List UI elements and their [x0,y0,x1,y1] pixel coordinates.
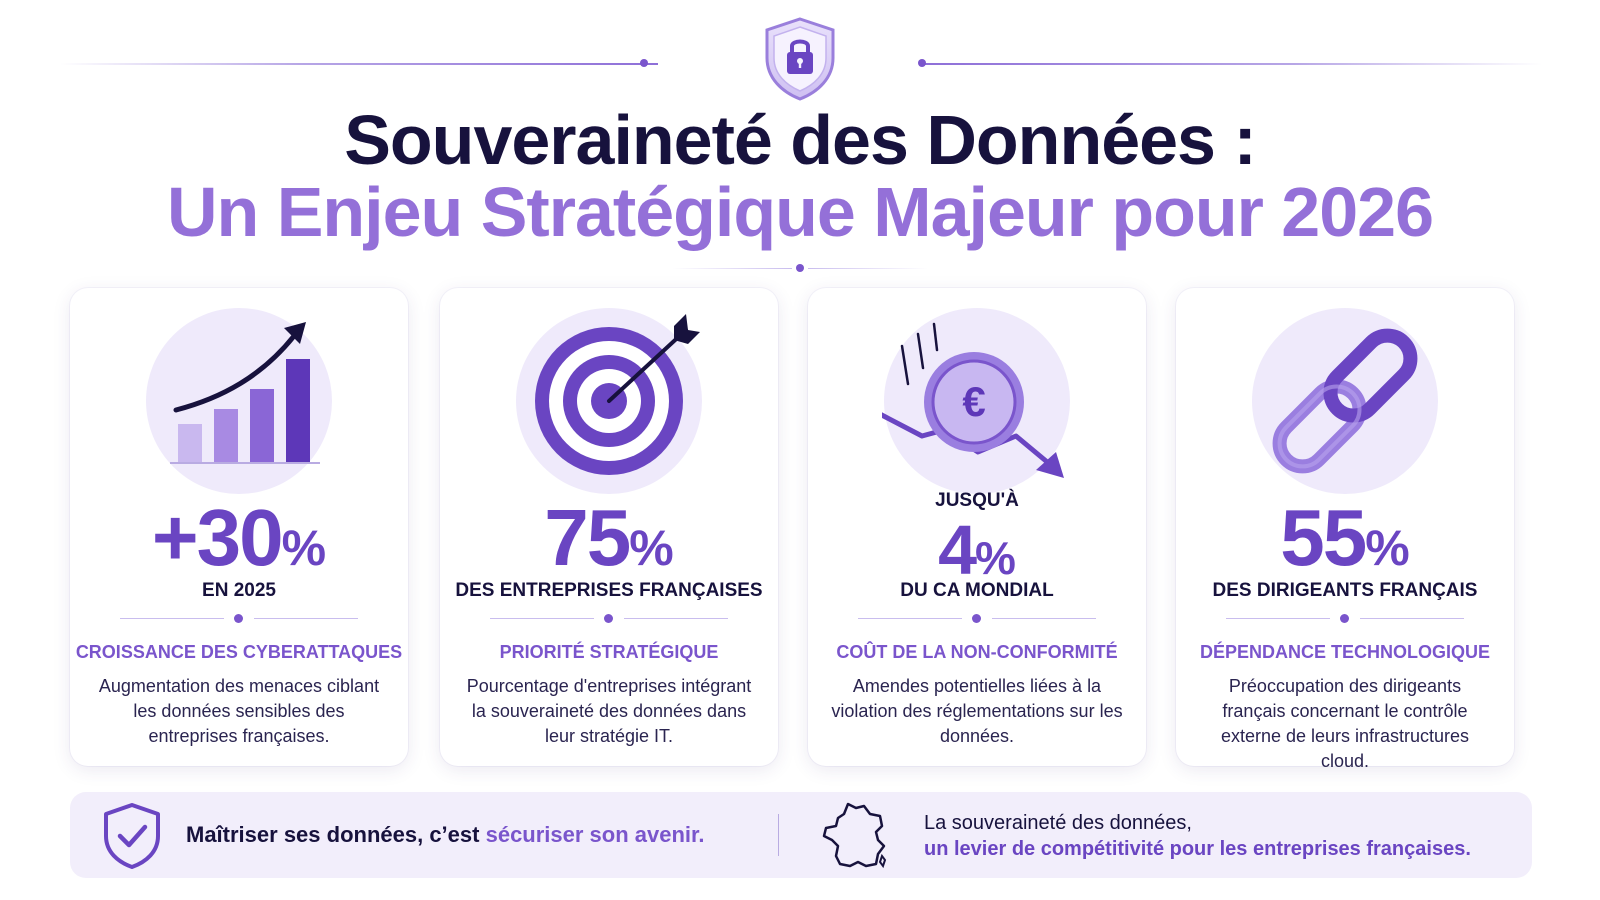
france-map-icon [822,802,887,869]
stat-unit: % [975,532,1016,584]
stat-category: COÛT DE LA NON-CONFORMITÉ [836,642,1118,662]
card-separator-dot [234,614,243,623]
card-separator [120,618,224,619]
title-divider-right [808,268,928,269]
falling-euro-coin-icon: € [882,308,1070,494]
title-divider-left [672,268,792,269]
card-separator [858,618,962,619]
stat-card-strategic-priority: 75% DES ENTREPRISES FRANÇAISES PRIORITÉ … [440,288,778,766]
stat-card-tech-dependency: 55% DES DIRIGEANTS FRANÇAIS DÉPENDANCE T… [1176,288,1514,771]
banner-divider [778,814,779,856]
stat-number: 75 [544,493,631,582]
banner-message-line1: La souveraineté des données, [924,812,1192,834]
stat-description: Préoccupation des dirigeants français co… [1220,676,1470,771]
stat-subtitle: EN 2025 [202,580,276,601]
card-separator-dot [1340,614,1349,623]
stat-card-non-compliance: € JUSQU'À 4% DU CA MONDIAL COÛT DE LA NO… [808,288,1146,766]
card-separator [992,618,1096,619]
banner-slogan: Maîtriser ses données, c’est sécuriser s… [186,822,705,848]
card-separator [1360,618,1464,619]
card-separator-dot [972,614,981,623]
stat-subtitle: DU CA MONDIAL [900,580,1054,601]
header-divider-right [922,63,1542,65]
stat-category: PRIORITÉ STRATÉGIQUE [499,642,719,662]
stat-category: DÉPENDANCE TECHNOLOGIQUE [1199,642,1491,662]
stat-description: Augmentation des menaces ciblant les don… [98,676,380,746]
shield-check-icon [104,803,160,869]
padlock-shield-icon [765,17,835,101]
stat-subtitle: DES ENTREPRISES FRANÇAISES [455,580,763,601]
stat-category: CROISSANCE DES CYBERATTAQUES [75,642,403,662]
stat-description: Pourcentage d'entreprises intégrant la s… [466,676,752,746]
stat-prefix: JUSQU'À [935,490,1019,511]
target-arrow-icon [516,308,702,494]
header-divider-dot-right [918,59,926,67]
card-separator [490,618,594,619]
stat-unit: % [281,520,327,576]
banner-slogan-plain: Maîtriser ses données, c’est [186,822,480,847]
stat-number: 4 [938,511,977,589]
card-separator [254,618,358,619]
title-divider-dot [796,264,804,272]
banner-message: La souveraineté des données, un levier d… [924,810,1471,862]
stat-subtitle: DES DIRIGEANTS FRANÇAIS [1212,580,1478,601]
stat-value: +30% [70,492,408,584]
stat-number: 55 [1280,493,1367,582]
banner-message-line2: un levier de compétitivité pour les entr… [924,838,1471,860]
stat-number: +30 [151,493,284,582]
stat-value: 55% [1176,492,1514,584]
svg-text:€: € [962,378,985,425]
page-title-line2: Un Enjeu Stratégique Majeur pour 2026 [166,173,1434,251]
stat-value: 4% [808,510,1146,590]
bottom-banner: Maîtriser ses données, c’est sécuriser s… [70,792,1532,878]
rising-bar-chart-icon [146,308,332,494]
page-title-line1: Souveraineté des Données : [344,101,1257,179]
stat-description: Amendes potentielles liées à la violatio… [831,676,1123,746]
card-separator-dot [604,614,613,623]
stat-value: 75% [440,492,778,584]
stat-unit: % [629,520,674,576]
chain-link-icon [1252,308,1438,494]
stat-card-cyberattacks: +30% EN 2025 CROISSANCE DES CYBERATTAQUE… [70,288,408,766]
header-divider-left [60,63,658,65]
stat-unit: % [1365,520,1410,576]
card-separator [1226,618,1330,619]
card-separator [624,618,728,619]
banner-slogan-accent: sécuriser son avenir. [485,822,705,847]
header-divider-dot-left [640,59,648,67]
